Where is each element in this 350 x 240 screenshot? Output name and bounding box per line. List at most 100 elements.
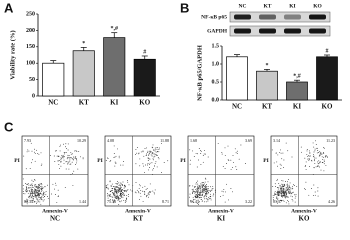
event-dot [120, 182, 122, 184]
event-dot [34, 160, 36, 162]
event-dot [224, 168, 226, 170]
event-dot [118, 155, 120, 157]
event-dot [28, 186, 30, 188]
quadrant-value: 10.29 [77, 138, 86, 143]
lane-label: KO [313, 3, 322, 9]
event-dot [147, 193, 149, 195]
event-dot [65, 168, 67, 170]
event-dot [36, 149, 38, 151]
event-dot [202, 161, 204, 163]
event-dot [153, 149, 155, 151]
event-dot [34, 200, 36, 202]
blot-row-label: GAPDH [207, 28, 228, 34]
event-dot [318, 160, 320, 162]
event-dot [200, 150, 202, 152]
event-dot [55, 182, 56, 184]
event-dot [277, 197, 279, 199]
event-dot [147, 169, 149, 171]
event-dot [116, 198, 118, 200]
event-dot [276, 202, 278, 204]
event-dot [274, 190, 276, 192]
event-dot [192, 188, 194, 190]
event-dot [323, 156, 324, 158]
event-dot [125, 200, 127, 202]
y-tick-label: 100 [26, 61, 35, 67]
lane-label: KI [289, 3, 295, 9]
event-dot [67, 162, 69, 164]
event-dot [114, 190, 115, 192]
event-dot [28, 196, 30, 198]
flow-x-label: Annexin-V [42, 208, 68, 214]
event-dot [305, 165, 307, 167]
event-dot [77, 168, 79, 170]
event-dot [208, 192, 209, 193]
event-dot [42, 188, 44, 190]
event-dot [277, 200, 279, 202]
event-dot [52, 183, 54, 185]
event-dot [194, 198, 196, 200]
event-dot [307, 158, 309, 160]
event-dot [306, 150, 308, 152]
event-dot [34, 188, 36, 190]
event-dot [274, 183, 276, 185]
event-dot [228, 199, 229, 201]
event-dot [309, 150, 310, 152]
event-dot [287, 197, 289, 198]
event-dot [201, 182, 203, 183]
event-dot [314, 163, 316, 165]
event-dot [40, 190, 42, 192]
y-tick-label: 1.0 [212, 61, 220, 67]
event-dot [147, 152, 149, 154]
event-dot [107, 157, 109, 159]
event-dot [210, 197, 212, 199]
event-dot [126, 191, 128, 193]
event-dot [203, 184, 205, 186]
event-dot [204, 186, 206, 187]
event-dot [283, 191, 285, 193]
event-dot [312, 195, 314, 197]
event-dot [316, 152, 318, 154]
event-dot [211, 188, 213, 190]
event-dot [32, 192, 34, 194]
event-dot [288, 193, 290, 195]
event-dot [105, 187, 107, 188]
blot-strip [229, 25, 331, 37]
event-dot [121, 189, 123, 191]
event-dot [120, 193, 121, 195]
event-dot [112, 193, 114, 194]
event-dot [276, 180, 278, 182]
event-dot [275, 197, 277, 199]
event-dot [68, 155, 70, 156]
event-dot [290, 195, 292, 197]
event-dot [75, 155, 77, 157]
event-dot [111, 183, 113, 185]
event-dot [281, 188, 283, 190]
event-dot [150, 152, 152, 154]
event-dot [23, 192, 24, 194]
event-dot [284, 191, 286, 193]
event-dot [197, 153, 199, 155]
event-dot [70, 157, 72, 159]
event-dot [126, 189, 128, 191]
event-dot [29, 191, 31, 193]
event-dot [75, 157, 77, 159]
event-dot [304, 166, 306, 167]
event-dot [206, 189, 208, 191]
event-dot [282, 183, 284, 185]
event-dot [289, 182, 291, 184]
event-dot [41, 163, 43, 165]
event-dot [196, 194, 198, 196]
event-dot [144, 148, 146, 149]
event-dot [199, 185, 201, 187]
event-dot [193, 156, 195, 157]
event-dot [323, 159, 325, 161]
event-dot [154, 148, 156, 150]
event-dot [36, 187, 38, 189]
event-dot [72, 172, 73, 174]
event-dot [285, 187, 287, 188]
event-dot [116, 191, 118, 193]
event-dot [279, 186, 281, 188]
event-dot [124, 202, 126, 204]
event-dot [154, 155, 156, 157]
event-dot [284, 185, 285, 187]
